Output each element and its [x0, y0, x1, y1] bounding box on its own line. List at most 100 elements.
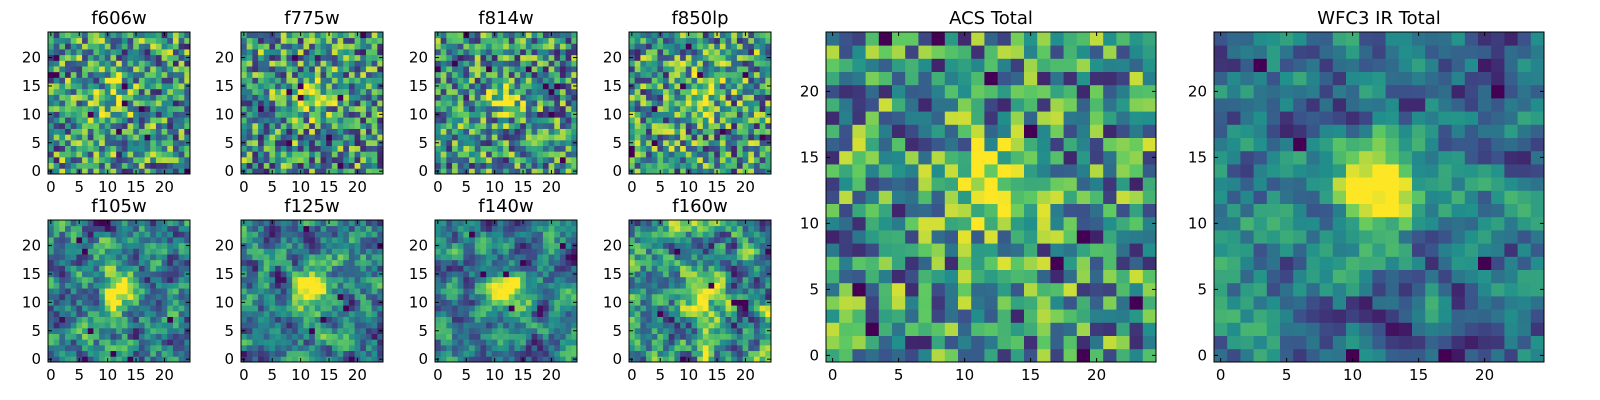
heatmap-cell	[99, 134, 106, 141]
heatmap-cell	[440, 288, 447, 295]
heatmap-cell	[571, 276, 578, 283]
heatmap-cell	[457, 168, 464, 175]
heatmap-cell	[99, 344, 106, 352]
heatmap-cell	[634, 350, 641, 357]
heatmap-cell	[469, 117, 476, 124]
heatmap-cell	[469, 271, 476, 278]
heatmap-cell	[646, 94, 653, 101]
heatmap-cell	[697, 156, 704, 164]
heatmap-cell	[320, 94, 327, 101]
heatmap-cell	[263, 220, 270, 227]
heatmap-cell	[82, 237, 89, 244]
heatmap-cell	[184, 237, 191, 244]
heatmap-cell	[348, 271, 355, 278]
heatmap-cell	[167, 316, 174, 323]
heatmap-cell	[748, 282, 755, 289]
heatmap-cell	[320, 156, 327, 164]
heatmap-cell	[663, 310, 670, 317]
heatmap-cell	[497, 259, 504, 266]
heatmap-cell	[155, 162, 162, 169]
heatmap-cell	[65, 32, 72, 39]
heatmap-cell	[651, 282, 658, 289]
heatmap-cell	[246, 83, 253, 90]
heatmap-cell	[155, 105, 162, 112]
heatmap-cell	[714, 66, 721, 73]
heatmap-cell	[514, 83, 521, 90]
heatmap-cell	[657, 83, 664, 90]
heatmap-cell	[70, 60, 77, 67]
heatmap-cell	[263, 242, 270, 249]
heatmap-cell	[127, 49, 134, 56]
heatmap-cell	[365, 316, 373, 323]
heatmap-cell	[486, 71, 493, 78]
heatmap-cell	[297, 282, 304, 289]
heatmap-cell	[371, 122, 378, 129]
heatmap-cell	[116, 276, 123, 283]
heatmap-cell	[360, 271, 367, 278]
panel-title: f850lp	[671, 8, 728, 29]
heatmap-cell	[275, 43, 282, 50]
heatmap-cell	[48, 122, 55, 129]
heatmap-cell	[246, 71, 253, 78]
heatmap-cell	[486, 293, 493, 300]
heatmap-cell	[360, 299, 367, 306]
heatmap-cell	[121, 105, 128, 112]
heatmap-cell	[446, 310, 453, 317]
heatmap-cell	[469, 168, 476, 175]
heatmap-cell	[246, 37, 253, 44]
heatmap-cell	[646, 88, 653, 95]
heatmap-cell	[634, 288, 641, 295]
heatmap-cell	[714, 88, 721, 95]
heatmap-cell	[463, 322, 470, 329]
heatmap-cell	[486, 271, 493, 278]
heatmap-cell	[629, 145, 636, 152]
heatmap-cell	[702, 83, 709, 90]
heatmap-cell	[337, 276, 344, 283]
heatmap-cell	[559, 117, 567, 124]
heatmap-cell	[725, 117, 732, 124]
heatmap-cell	[486, 100, 493, 107]
heatmap-cell	[680, 156, 687, 164]
heatmap-cell	[82, 83, 89, 90]
heatmap-cell	[571, 350, 578, 357]
heatmap-cell	[87, 231, 94, 238]
heatmap-cell	[104, 242, 111, 249]
heatmap-cell	[440, 49, 447, 56]
heatmap-cell	[343, 162, 350, 169]
heatmap-cell	[150, 71, 157, 78]
heatmap-cell	[554, 248, 561, 255]
heatmap-cell	[474, 248, 481, 255]
heatmap-cell	[497, 271, 504, 278]
heatmap-cell	[480, 128, 487, 135]
heatmap-cell	[116, 220, 123, 227]
heatmap-cell	[331, 310, 338, 317]
heatmap-cell	[167, 94, 174, 101]
heatmap-cell	[486, 225, 493, 232]
heatmap-cell	[348, 327, 355, 334]
heatmap-cell	[663, 282, 670, 289]
heatmap-cell	[486, 88, 493, 95]
heatmap-cell	[76, 225, 83, 232]
heatmap-cell	[708, 322, 715, 329]
heatmap-cell	[93, 322, 100, 329]
heatmap-cell	[252, 259, 259, 266]
heatmap-cell	[514, 145, 521, 152]
heatmap-cell	[87, 54, 94, 61]
heatmap-cell	[680, 37, 687, 44]
heatmap-cell	[697, 54, 704, 61]
heatmap-cell	[542, 71, 549, 78]
heatmap-cell	[48, 117, 55, 124]
heatmap-cell	[246, 77, 253, 84]
heatmap-cell	[725, 156, 732, 164]
heatmap-cell	[446, 282, 453, 289]
heatmap-cell	[765, 282, 772, 289]
heatmap-cell	[571, 71, 578, 78]
tick-marks	[241, 220, 383, 362]
heatmap-cell	[634, 151, 641, 158]
heatmap-cell	[702, 145, 709, 152]
heatmap-cell	[736, 94, 743, 101]
heatmap-cell	[651, 83, 658, 90]
heatmap-cell	[565, 43, 572, 50]
heatmap-cell	[646, 276, 653, 283]
